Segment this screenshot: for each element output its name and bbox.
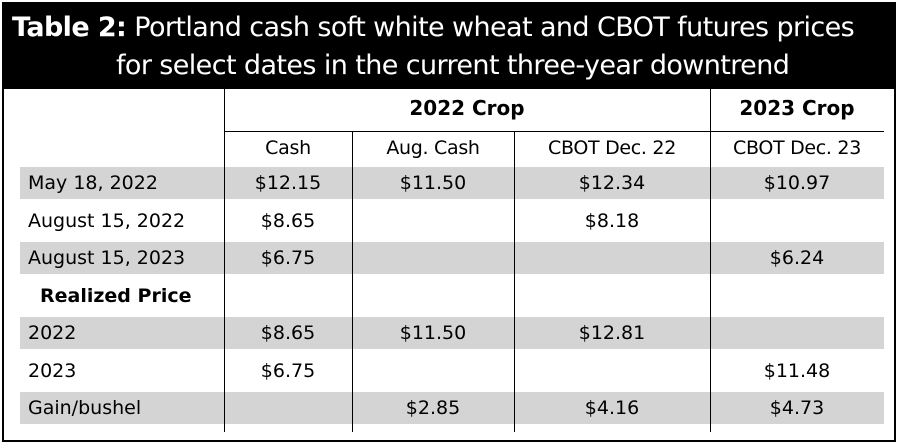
value-cell: $12.81 (578, 322, 646, 344)
value-cell (352, 205, 514, 237)
value-cell: $10.97 (763, 172, 831, 194)
column-header: CBOT Dec. 23 (733, 137, 861, 159)
table-row: 2023 $6.75 $11.48 (20, 355, 884, 387)
group-header-divider (224, 131, 884, 132)
column-header: Cash (265, 137, 311, 159)
row-label: August 15, 2023 (28, 247, 186, 269)
table-row: Gain/bushel $2.85 $4.16 $4.73 (20, 392, 884, 424)
value-cell: $11.50 (399, 322, 467, 344)
column-divider (514, 131, 515, 432)
table-row: August 15, 2023 $6.75 $6.24 (20, 242, 884, 274)
value-cell: $2.85 (405, 397, 461, 419)
title-bar: Table 2: Portland cash soft white wheat … (4, 4, 894, 89)
table-row: Realized Price (20, 280, 884, 312)
column-divider (224, 89, 225, 432)
value-cell: $8.65 (260, 322, 316, 344)
value-cell (224, 280, 352, 312)
value-cell (514, 280, 710, 312)
value-cell (514, 242, 710, 274)
value-cell: $12.34 (578, 172, 646, 194)
column-header: CBOT Dec. 22 (548, 137, 676, 159)
table-row: 2022 $8.65 $11.50 $12.81 (20, 317, 884, 349)
column-divider (710, 89, 711, 432)
value-cell: $6.75 (260, 359, 316, 382)
row-label: August 15, 2022 (28, 209, 186, 232)
value-cell: $12.15 (254, 172, 322, 194)
value-cell: $4.16 (584, 397, 640, 419)
table-frame: Table 2: Portland cash soft white wheat … (2, 2, 896, 442)
value-cell (710, 205, 884, 237)
row-label: May 18, 2022 (28, 172, 158, 194)
value-cell (352, 355, 514, 387)
row-label: 2023 (28, 359, 77, 382)
value-cell: $8.18 (584, 209, 640, 232)
value-cell (352, 280, 514, 312)
value-cell: $4.73 (769, 397, 825, 419)
value-cell: $8.65 (260, 209, 316, 232)
group-header-2023-crop: 2023 Crop (739, 96, 855, 120)
value-cell (224, 392, 352, 424)
value-cell (710, 317, 884, 349)
section-label: Realized Price (40, 284, 192, 307)
value-cell: $11.48 (763, 359, 831, 382)
value-cell: $6.24 (769, 247, 825, 269)
table-number-label: Table 2: (12, 12, 127, 43)
group-header-2022-crop: 2022 Crop (409, 96, 525, 120)
value-cell (710, 280, 884, 312)
value-cell: $6.75 (260, 247, 316, 269)
table-row: May 18, 2022 $12.15 $11.50 $12.34 $10.97 (20, 167, 884, 199)
table-title-text: Portland cash soft white wheat and CBOT … (126, 12, 855, 43)
column-header: Aug. Cash (386, 137, 480, 159)
value-cell (514, 355, 710, 387)
row-label: Gain/bushel (28, 397, 142, 419)
value-cell (352, 242, 514, 274)
table-title-line1: Table 2: Portland cash soft white wheat … (12, 10, 855, 46)
table-title-line2: for select dates in the current three-ye… (116, 50, 790, 81)
column-divider (352, 131, 353, 432)
value-cell: $11.50 (399, 172, 467, 194)
row-label: 2022 (28, 322, 77, 344)
table-row: August 15, 2022 $8.65 $8.18 (20, 205, 884, 237)
